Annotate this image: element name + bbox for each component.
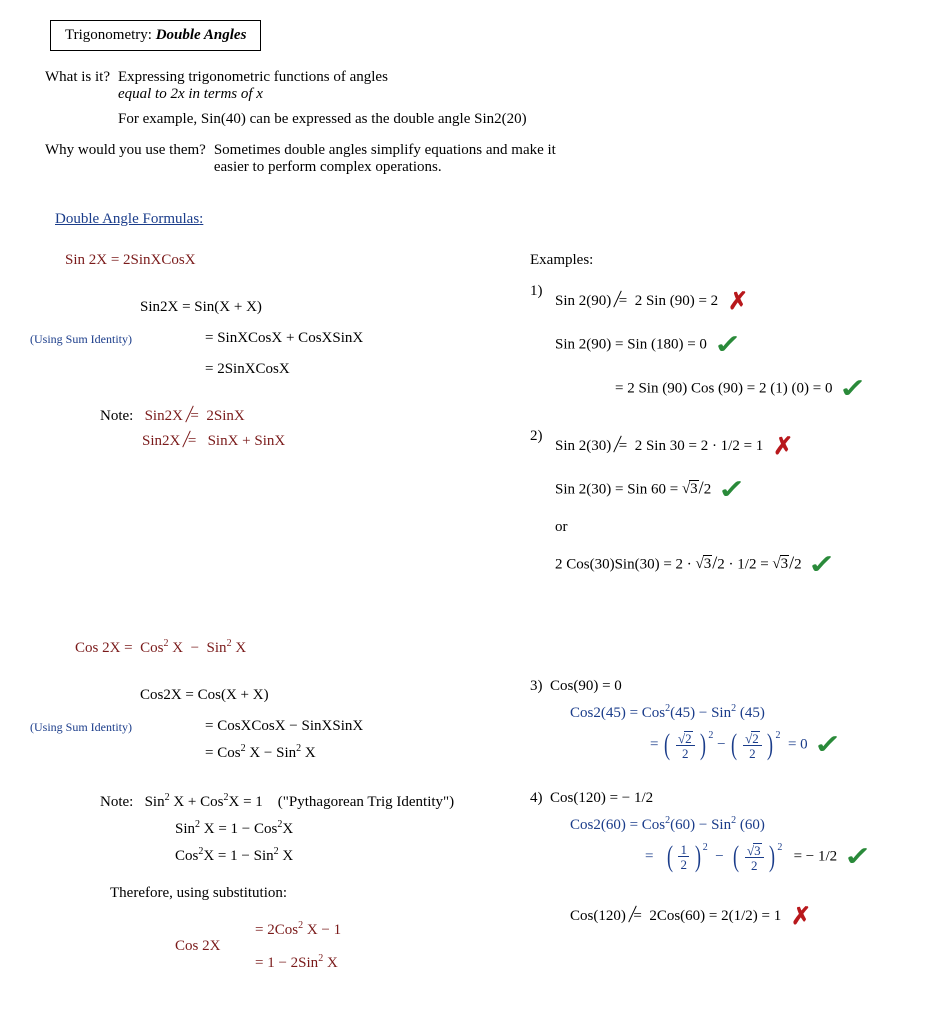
paren-icon: ( [667,845,673,869]
what-a1: Expressing trigonometric functions of an… [118,69,527,86]
not-equal-icon: = [615,293,631,310]
title-main: Double Angles [156,27,247,43]
paren-icon: ( [733,845,739,869]
sqrt-icon: 2 [745,731,760,745]
paren-icon: ) [700,733,706,757]
paren-icon: ) [695,845,701,869]
paren-icon: ( [731,733,737,757]
paren-icon: ( [664,733,670,757]
title-prefix: Trigonometry: [65,27,152,43]
cos-formula: Cos 2X = Cos2 X − Sin2 X [75,638,490,657]
cross-icon: ✗ [791,902,811,931]
what-a3: For example, Sin(40) can be expressed as… [118,111,527,128]
sqrt-icon: 3 [696,555,713,573]
pythagorean-note: Note: Sin2 X + Cos2X = 1 ("Pythagorean T… [100,792,490,811]
sqrt-icon: 3 [682,480,699,498]
sqrt-icon: 2 [678,731,693,745]
example-1: 1) Sin 2(90) = 2 Sin (90) = 2 ✗ Sin 2(90… [530,283,916,408]
example-2: 2) Sin 2(30) = 2 Sin 30 = 2 · 1/2 = 1 ✗ … [530,428,916,584]
title-box: Trigonometry: Double Angles [50,20,261,51]
check-icon: ✓ [814,730,842,760]
check-icon: ✓ [839,374,867,404]
sin-formula: Sin 2X = 2SinXCosX [65,252,490,269]
cos-block: Cos 2X = Cos2 X − Sin2 X Cos2X = Cos(X +… [30,634,916,976]
sqrt-icon: 3 [747,843,762,857]
example-4: 4) Cos(120) = − 1/2 [530,790,916,807]
cos-substitution: Cos 2X = 2Cos2 X − 1 = 1 − 2Sin2 X [175,916,490,976]
paren-icon: ) [767,733,773,757]
cos-derive-3: = Cos2 X − Sin2 X [205,743,490,762]
not-equal-icon: = [615,438,631,455]
example-4-step1: Cos2(60) = Cos2(60) − Sin2 (60) [570,815,916,834]
not-equal-icon: = [630,908,646,925]
example-3: 3) Cos(90) = 0 [530,678,916,695]
why-a2: easier to perform complex operations. [214,159,556,176]
example-4-wrong: Cos(120) = 2Cos(60) = 2(1/2) = 1 ✗ [570,902,916,931]
check-icon: ✓ [844,842,872,872]
pyth-sub-2: Cos2X = 1 − Sin2 X [175,846,490,865]
sin-derive-1: Sin2X = Sin(X + X) [140,299,490,316]
why-q: Why would you use them? [45,142,214,159]
examples-label: Examples: [530,252,916,269]
cross-icon: ✗ [773,432,793,461]
what-a2: equal to 2x in terms of x [118,86,527,103]
sin-derive-2: = SinXCosX + CosXSinX [205,330,363,347]
cross-icon: ✗ [728,287,748,316]
why-a1: Sometimes double angles simplify equatio… [214,142,556,159]
not-equal-icon: = [184,433,200,450]
example-4-step2: = ( 12 )2 − ( 32 )2 = − 1/2 ✓ [645,842,916,872]
not-equal-icon: = [187,408,203,425]
pyth-sub-1: Sin2 X = 1 − Cos2X [175,819,490,838]
example-3-step1: Cos2(45) = Cos2(45) − Sin2 (45) [570,703,916,722]
using-sum-identity-1: (Using Sum Identity) [30,330,205,347]
sin-block: Sin 2X = 2SinXCosX Sin2X = Sin(X + X) (U… [30,248,916,584]
paren-icon: ) [769,845,775,869]
check-icon: ✓ [718,475,746,505]
section-title: Double Angle Formulas: [55,211,916,228]
intro: What is it? Expressing trigonometric fun… [45,69,916,176]
sin-note-2: Sin2X = SinX + SinX [100,433,490,450]
example-3-step2: = ( 22 )2 − ( 22 )2 = 0 ✓ [650,730,916,760]
using-sum-identity-2: (Using Sum Identity) [30,718,205,735]
cos-derive-2: = CosXCosX − SinXSinX [205,718,363,735]
sin-note-1: Note: Sin2X = 2SinX [100,408,490,425]
sqrt-icon: 3 [772,555,789,573]
check-icon: ✓ [713,330,741,360]
cos-derive-1: Cos2X = Cos(X + X) [140,687,490,704]
sin-derive-3: = 2SinXCosX [205,361,490,378]
therefore-label: Therefore, using substitution: [110,885,490,902]
what-is-it-q: What is it? [45,69,118,86]
check-icon: ✓ [808,550,836,580]
